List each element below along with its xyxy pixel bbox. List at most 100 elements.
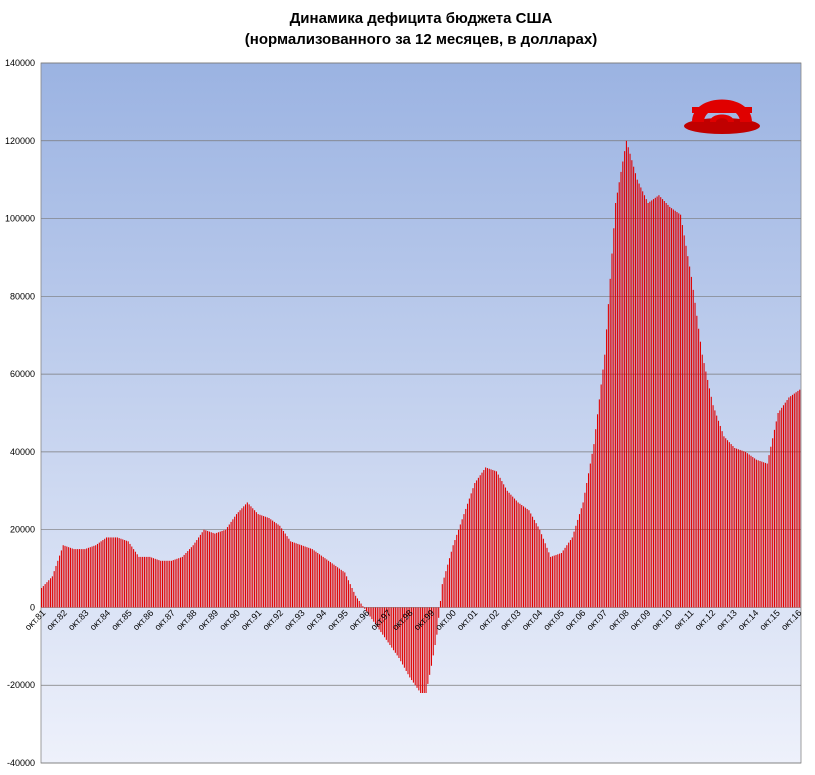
bar — [791, 394, 794, 608]
bar — [766, 463, 768, 608]
bar — [409, 607, 411, 678]
bar — [322, 556, 324, 608]
bar — [497, 474, 499, 608]
bar — [560, 553, 562, 608]
bar — [705, 371, 707, 608]
bar — [219, 531, 221, 608]
bar — [506, 490, 508, 608]
bar — [198, 537, 200, 608]
bar — [539, 529, 541, 608]
bar — [458, 529, 460, 608]
bar — [793, 393, 795, 608]
bar — [261, 515, 263, 608]
bar — [618, 182, 620, 608]
bar — [477, 477, 479, 608]
bar — [60, 550, 62, 608]
bar — [385, 607, 387, 640]
bar — [237, 512, 239, 608]
bar — [631, 160, 633, 608]
bar — [609, 278, 611, 608]
bar — [427, 607, 429, 684]
bar — [519, 503, 521, 608]
bar — [467, 503, 469, 608]
bar — [533, 519, 535, 608]
bar — [584, 492, 586, 608]
bar — [481, 472, 483, 608]
bar — [692, 289, 694, 608]
bar — [259, 514, 261, 608]
bar — [627, 147, 629, 608]
bar — [773, 429, 775, 608]
bar — [546, 547, 548, 608]
bar — [694, 302, 696, 608]
bar — [642, 191, 644, 608]
bar — [66, 546, 68, 608]
bar — [532, 516, 534, 608]
bar — [156, 559, 158, 608]
bar — [53, 571, 55, 608]
bar — [86, 548, 88, 608]
bar — [472, 488, 474, 608]
bar — [681, 225, 683, 608]
bar — [654, 197, 656, 608]
bar — [494, 470, 496, 608]
bar — [602, 369, 604, 608]
bar — [340, 569, 342, 608]
bar — [105, 537, 108, 608]
bar — [580, 508, 582, 608]
bar — [736, 448, 738, 608]
bar — [573, 531, 575, 608]
bar — [250, 506, 252, 608]
bar — [501, 481, 503, 608]
bar — [134, 551, 136, 608]
bar — [44, 584, 46, 608]
bar — [492, 470, 494, 608]
bar — [291, 541, 294, 608]
bar — [741, 450, 743, 608]
bar — [360, 603, 362, 608]
bar — [669, 206, 671, 608]
bar — [183, 554, 185, 608]
bar — [775, 421, 777, 608]
bar — [297, 543, 299, 608]
bar — [109, 537, 111, 608]
bar — [432, 607, 434, 656]
bar — [656, 196, 658, 608]
bar — [665, 203, 667, 608]
bar — [403, 607, 405, 668]
y-tick-label: -20000 — [7, 680, 35, 690]
bar — [568, 542, 570, 608]
bar — [723, 436, 725, 608]
bar — [241, 508, 243, 608]
bar — [728, 442, 730, 608]
bar — [696, 315, 698, 608]
bar — [62, 545, 64, 608]
bar — [351, 588, 353, 608]
bar — [364, 607, 366, 609]
bar — [683, 235, 685, 608]
chart-subtitle: (нормализованного за 12 месяцев, в долла… — [244, 31, 598, 48]
bar — [160, 560, 162, 608]
bar — [69, 547, 71, 608]
bar — [272, 520, 274, 608]
bar — [402, 607, 404, 665]
bar — [600, 384, 602, 608]
bar — [524, 507, 526, 608]
bar — [515, 500, 517, 608]
bar — [125, 540, 127, 608]
bar — [337, 567, 339, 608]
bar — [311, 549, 313, 608]
bar — [597, 414, 599, 608]
y-tick-label: 120000 — [5, 136, 35, 146]
bar — [490, 469, 492, 608]
bar — [474, 483, 476, 608]
bar — [698, 328, 700, 608]
bar — [223, 530, 225, 608]
bar — [243, 506, 245, 608]
bar — [93, 545, 95, 608]
bar — [699, 341, 701, 608]
bar — [50, 578, 52, 608]
bar — [133, 549, 135, 608]
bar — [633, 166, 635, 608]
bar — [615, 203, 617, 608]
